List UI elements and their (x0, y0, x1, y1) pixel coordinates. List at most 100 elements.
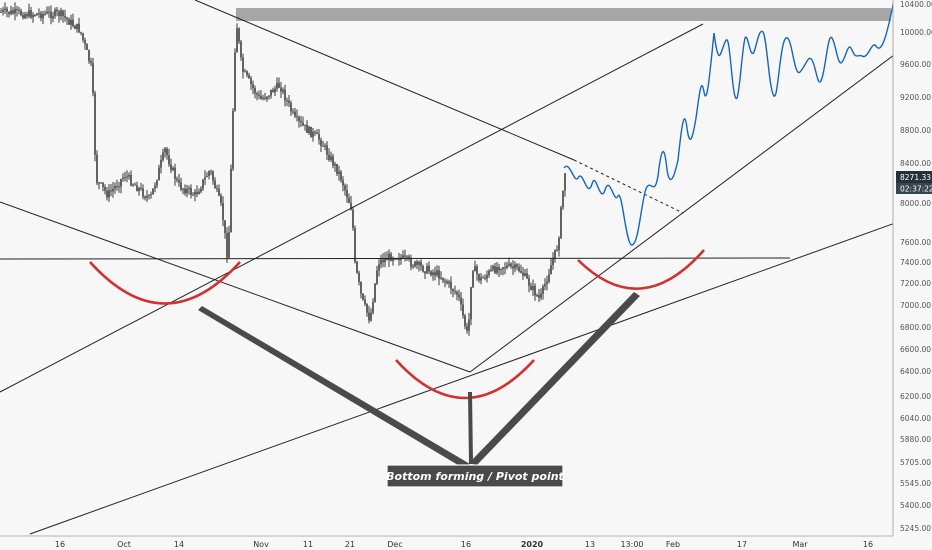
candle-body (476, 266, 478, 275)
candle-body (28, 10, 30, 17)
short-ascending-support (469, 51, 899, 373)
candle-body (190, 188, 192, 195)
candle-body (332, 156, 334, 166)
candle-body (408, 256, 410, 259)
candle-body (544, 284, 546, 287)
candle-body (350, 202, 352, 210)
x-tick-label: 16 (55, 540, 65, 549)
candle-body (8, 11, 10, 15)
x-tick-label: 17 (737, 540, 747, 549)
candle-body (0, 12, 2, 13)
candle-body (560, 207, 562, 238)
candle-body (330, 156, 332, 160)
candle-body (300, 120, 302, 123)
candle-body (322, 145, 324, 147)
y-tick-label: 5400.00 (900, 501, 931, 510)
candle-body (360, 282, 362, 294)
candle-body (328, 154, 330, 160)
candle-body (500, 269, 502, 271)
y-tick-label: 6400.00 (900, 367, 931, 376)
candle-body (480, 277, 482, 281)
candle-body (24, 14, 26, 18)
candle-body (532, 285, 534, 290)
candle-body (46, 11, 48, 14)
candle-body (116, 186, 118, 187)
price-candles (0, 2, 566, 336)
candle-body (298, 117, 300, 121)
candle-body (142, 188, 144, 197)
candle-body (296, 116, 298, 118)
candle-body (356, 261, 358, 273)
candle-body (294, 111, 296, 117)
projected-price-path (563, 0, 895, 246)
candle-body (42, 14, 44, 19)
candle-body (552, 258, 554, 266)
bottom-arc-2 (395, 359, 535, 400)
candle-body (400, 257, 402, 261)
candle-body (122, 177, 124, 180)
candle-body (144, 196, 146, 198)
candle-body (556, 249, 558, 251)
y-tick-label: 5545.00 (900, 479, 931, 488)
candle-body (64, 15, 66, 18)
candle-body (514, 264, 516, 269)
candle-body (168, 155, 170, 165)
y-tick-label: 8800.00 (900, 126, 931, 135)
candle-body (438, 270, 440, 279)
candle-body (134, 184, 136, 186)
candle-body (286, 100, 288, 102)
candle-body (130, 175, 132, 186)
candle-body (86, 44, 88, 50)
candle-body (228, 232, 230, 258)
candle-body (282, 89, 284, 92)
time-axis[interactable]: 16 Oct 14 Nov 11 21 Dec 16 2020 13 13:00 Feb 17 Mar 16 (0, 535, 932, 550)
candle-body (432, 272, 434, 276)
candle-body (308, 126, 310, 133)
candle-body (292, 111, 294, 113)
candle-body (78, 23, 80, 33)
candle-body (72, 19, 74, 26)
candle-body (156, 180, 158, 186)
candle-body (342, 180, 344, 186)
candle-body (534, 285, 536, 296)
candle-body (452, 289, 454, 292)
candle-body (420, 262, 422, 267)
candle-body (36, 13, 38, 16)
candle-body (250, 78, 252, 85)
candle-body (444, 280, 446, 282)
candle-body (406, 256, 408, 258)
candle-body (138, 188, 140, 192)
candle-body (102, 182, 104, 187)
candle-body (170, 164, 172, 171)
candle-body (180, 182, 182, 190)
candle-body (344, 185, 346, 191)
candle-body (370, 312, 372, 321)
candle-body (264, 97, 266, 99)
candle-body (302, 122, 304, 126)
candle-body (266, 96, 268, 99)
x-tick-label: Dec (387, 540, 402, 549)
candle-body (466, 326, 468, 331)
candle-body (290, 103, 292, 112)
candle-body (456, 291, 458, 295)
candle-body (446, 281, 448, 284)
candle-body (284, 89, 286, 101)
candle-body (200, 188, 202, 192)
candle-body (178, 180, 180, 183)
candle-body (230, 168, 232, 233)
candle-body (256, 93, 258, 95)
y-tick-label: 7400.00 (900, 258, 931, 267)
candle-body (392, 258, 394, 261)
candle-body (518, 267, 520, 272)
candle-body (172, 167, 174, 171)
price-axis[interactable]: 10400.00 10000.00 9600.00 9200.00 8800.00 840… (892, 0, 932, 550)
y-tick-label: 10400.00 (900, 0, 932, 9)
y-tick-label: 6600.00 (900, 345, 931, 354)
candle-body (536, 295, 538, 297)
y-tick-label: 8000.00 (900, 199, 931, 208)
x-tick-label: 21 (345, 540, 355, 549)
x-tick-label: 13:00 (620, 540, 643, 549)
candle-body (160, 160, 162, 168)
